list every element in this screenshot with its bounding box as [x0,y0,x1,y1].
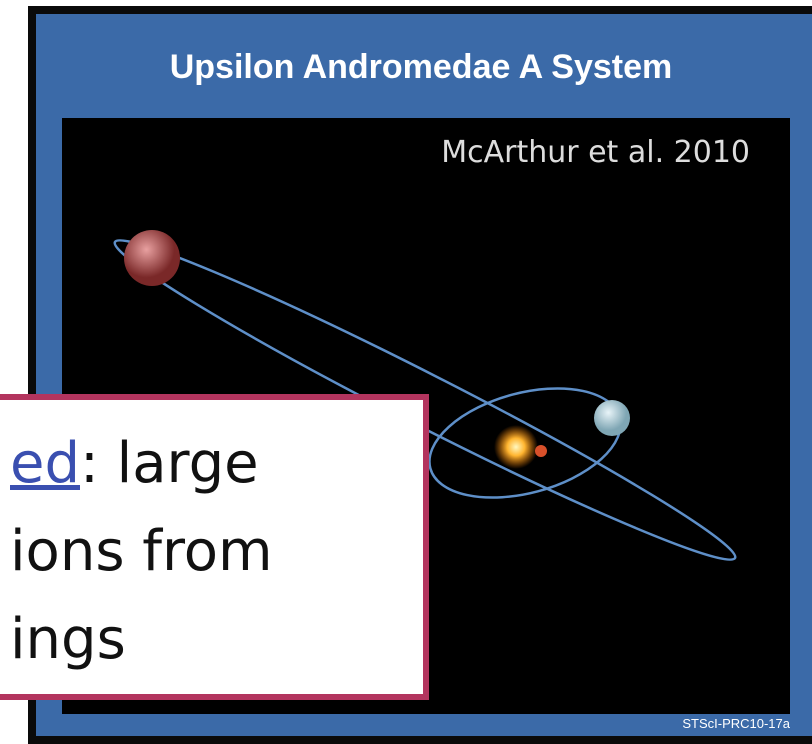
star [494,425,538,469]
callout-line: ings [10,596,423,684]
page: Upsilon Andromedae A System McArthur et … [0,0,812,744]
callout-text: : large [80,431,259,496]
callout-box: ed: large ions from ings [0,394,429,700]
callout-link[interactable]: ed [10,431,80,496]
planet-c [594,400,630,436]
callout-line: ions from [10,508,423,596]
callout-line: ed: large [10,420,423,508]
credit: STScI-PRC10-17a [682,716,790,731]
planet-b [535,445,547,457]
citation: McArthur et al. 2010 [441,135,750,170]
image-title: Upsilon Andromedae A System [170,48,673,86]
planet-d [124,230,180,286]
